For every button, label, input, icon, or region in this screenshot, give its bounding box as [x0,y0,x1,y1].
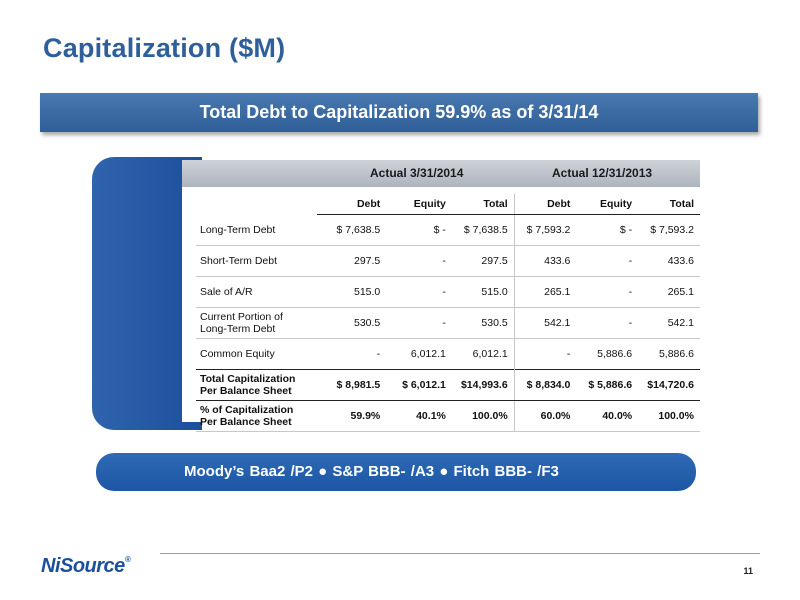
col-header: Debt [513,194,577,215]
table-cell: 297.5 [316,245,387,277]
table-row: Sale of A/R 515.0 - 515.0 265.1 - 265.1 [196,276,700,308]
table-cell: 5,886.6 [597,348,633,360]
row-label: Long-Term Debt [196,214,317,246]
table-cell: - [386,276,452,308]
footer-divider [160,553,760,554]
registered-mark-icon: ® [124,555,131,564]
table-cell: $ - [386,214,452,246]
capitalization-table: Debt Equity Total Debt Equity Total Long… [196,194,700,432]
row-label: % of Capitalization Per Balance Sheet [196,400,317,432]
table-cell: - [376,348,381,360]
table-cell: 542.1 [638,307,700,339]
table-cell: $ 8,834.0 [513,369,577,401]
table-cell: 5,886.6 [658,348,694,360]
row-label: Short-Term Debt [196,245,317,277]
logo-text: NiSource [41,555,125,577]
row-label: Total Capitalization Per Balance Sheet [196,369,317,401]
table-cell: 6,012.1 [410,348,446,360]
col-header: Total [451,194,515,215]
table-cell: 433.6 [513,245,577,277]
table-cell: 265.1 [513,276,577,308]
table-row: Long-Term Debt $ 7,638.5 $ - $ 7,638.5 $… [196,214,700,246]
credit-ratings-bar: Moody’s Baa2 /P2 ● S&P BBB- /A3 ● Fitch … [96,453,696,491]
table-cell: 530.5 [316,307,387,339]
table-cell: $14,993.6 [451,369,515,401]
table-row: Common Equity - 6,012.1 6,012.1 - 5,886.… [196,338,700,370]
table-cell: 59.9% [316,400,387,432]
col-header: Equity [386,194,452,215]
percent-row: % of Capitalization Per Balance Sheet 59… [196,400,700,432]
table-cell: 60.0% [513,400,577,432]
table-cell: 297.5 [451,245,515,277]
table-cell: 40.1% [386,400,452,432]
table-cell: 530.5 [451,307,515,339]
row-label: Sale of A/R [196,276,317,308]
table-cell: $ 7,638.5 [316,214,387,246]
table-cell: $ 7,593.2 [513,214,577,246]
col-header: Total [638,194,700,215]
col-header: Debt [316,194,387,215]
page-number: 11 [743,566,753,576]
table-row: Short-Term Debt 297.5 - 297.5 433.6 - 43… [196,245,700,277]
row-label: Common Equity [200,348,275,360]
table-cell: - [576,245,639,277]
column-header-row: Debt Equity Total Debt Equity Total [196,194,700,215]
table-cell: - [576,307,639,339]
company-logo: NiSource® [41,555,131,578]
table-cell: 40.0% [576,400,639,432]
period-header-band: Actual 3/31/2014 Actual 12/31/2013 [182,160,700,187]
table-cell: 515.0 [316,276,387,308]
period-header-2013: Actual 12/31/2013 [552,166,653,180]
table-cell: 433.6 [638,245,700,277]
table-cell: 542.1 [513,307,577,339]
table-cell: 100.0% [451,400,515,432]
summary-banner: Total Debt to Capitalization 59.9% as of… [40,93,758,132]
table-cell: $ 7,638.5 [451,214,515,246]
table-cell: 515.0 [451,276,515,308]
total-row: Total Capitalization Per Balance Sheet $… [196,369,700,401]
credit-ratings-text: Moody’s Baa2 /P2 ● S&P BBB- /A3 ● Fitch … [184,463,559,480]
table-cell: $ 6,012.1 [386,369,452,401]
table-cell: - [386,307,452,339]
table-row: Current Portion of Long-Term Debt 530.5 … [196,307,700,339]
table-cell: 265.1 [638,276,700,308]
row-label: Current Portion of Long-Term Debt [196,307,317,339]
table-cell: 100.0% [638,400,700,432]
table-cell: - [386,245,452,277]
table-cell: $ 5,886.6 [576,369,639,401]
period-header-2014: Actual 3/31/2014 [370,166,464,180]
table-cell: $14,720.6 [638,369,700,401]
col-header: Equity [576,194,639,215]
page-title: Capitalization ($M) [43,33,286,63]
capitalization-table-panel: Actual 3/31/2014 Actual 12/31/2013 Debt … [182,160,700,432]
table-cell: $ - [576,214,639,246]
table-cell: - [513,338,577,370]
table-cell: 6,012.1 [472,348,508,360]
label-column-header [196,194,317,215]
table-cell: $ 7,593.2 [638,214,700,246]
table-cell: - [576,276,639,308]
table-cell: $ 8,981.5 [316,369,387,401]
